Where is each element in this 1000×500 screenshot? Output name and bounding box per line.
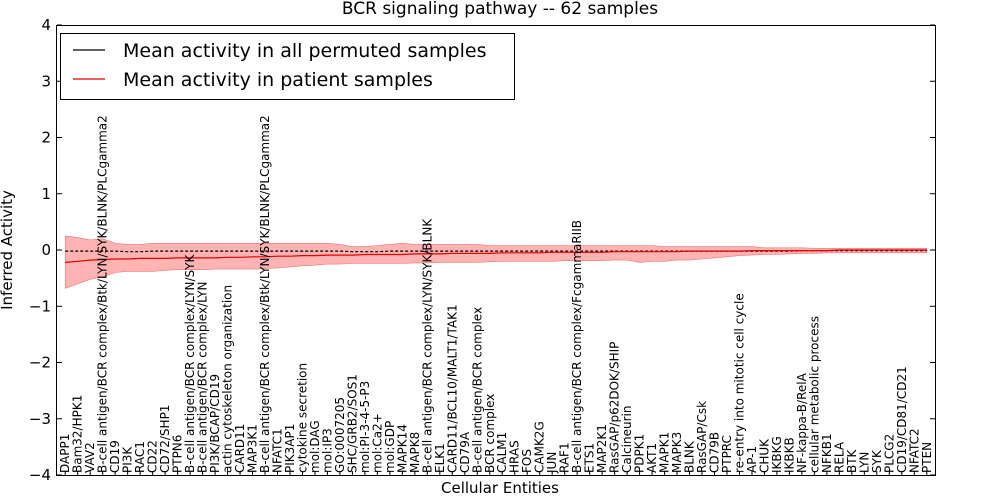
x-tick-label: actin cytoskeleton organization [221,285,235,473]
x-tick-label: cellular metabolic process [807,316,821,473]
x-tick-label: AP-1 [745,446,759,473]
x-tick-label: RasGAP/Csk [695,401,709,473]
x-tick-label: mol:Ca2+ [370,413,384,473]
x-tick-label: PTPRC [720,435,734,473]
series-line-permuted [65,250,927,253]
x-tick-label: CARD11 [233,424,247,473]
x-tick-label: B-cell antigen/BCR complex [470,307,484,473]
x-tick-label: B-cell antigen/BCR complex/LYN/SYK/BLNK [420,218,434,473]
x-tick-label: PI3K [121,446,135,473]
y-tick-label: −1 [29,297,51,315]
x-tick-label: SHC/GRB2/SOS1 [345,374,359,473]
x-tick-label: mol:PI-3-4-5-P3 [358,381,372,473]
y-tick-label: 2 [41,129,51,147]
x-tick-label: MAPK1 [658,432,672,473]
x-tick-label: ETS1 [583,443,597,473]
legend-label-permuted: Mean activity in all permuted samples [123,40,486,62]
x-tick-label: NFATC1 [271,428,285,473]
x-tick-label: GO:0007205 [333,397,347,473]
x-tick-label: CARD11/BCL10/MALT1/TAK1 [445,304,459,473]
y-tick-label: 1 [41,185,51,203]
x-tick-label: B-cell antigen/BCR complex/LYN/SYK [183,253,197,473]
x-tick-label: JUN [545,452,559,474]
x-tick-label: NFKB1 [820,433,834,473]
y-tick-label: 4 [41,16,51,34]
x-tick-label: AKT1 [645,443,659,473]
x-axis-label: Cellular Entities [441,479,559,497]
x-tick-label: CD19/CD81/CD21 [895,366,909,473]
x-tick-label: mol:GDP [383,421,397,473]
x-tick-label: FOS [520,449,534,473]
x-tick-label: PDPK1 [633,434,647,473]
legend-label-patient: Mean activity in patient samples [123,69,433,91]
x-tick-label: B-cell antigen/BCR complex/FcgammaRIIB [570,220,584,473]
y-tick-label: −4 [29,466,51,484]
x-tick-label: mol:DAG [308,420,322,473]
x-tick-label: HRAS [508,440,522,473]
x-tick-label: PTPN6 [171,435,185,473]
y-tick-label: −2 [29,354,51,372]
y-tick-label: −3 [29,410,51,428]
x-tick-label: B-cell antigen/BCR complex/Btk/LYN/SYK/B… [96,115,110,473]
x-tick-label: VAV2 [83,442,97,473]
x-tick-label: MAP2K1 [595,424,609,473]
legend: Mean activity in all permuted samples Me… [60,33,515,100]
x-tick-label: RAC1 [133,441,147,473]
x-tick-label: CD22 [146,440,160,473]
x-tick-label: PIK3AP1 [283,424,297,473]
x-tick-label: SYK [870,449,884,473]
x-tick-label: IKBKB [782,437,796,473]
x-tick-label: BTK [845,448,859,473]
plot-area-frame [56,25,936,476]
y-axis-label: Inferred Activity [0,190,16,310]
x-tick-label: BLNK [683,440,697,473]
series-line-patient [65,249,927,263]
x-tick-label: Bam32/HPK1 [71,395,85,473]
legend-frame [60,33,515,100]
x-tick-label: MAPK14 [395,424,409,473]
x-tick-label: RAF1 [558,442,572,473]
x-tick-label: IKBKG [770,436,784,473]
y-tick-label: 0 [41,241,51,259]
x-tick-label: RasGAP/p62DOK/SHIP [608,342,622,473]
x-tick-label: LYN [857,452,871,473]
x-tick-label: PTEN [920,442,934,473]
x-tick-label: NF-kappa-B/RelA [795,372,809,473]
x-tick-label: PLCG2 [882,434,896,473]
x-tick-label: CD79B [708,432,722,473]
x-tick-label: PI3K/BCAP/CD19 [208,374,222,473]
y-tick-label: 3 [41,72,51,90]
x-tick-label: ELK1 [433,443,447,473]
x-tick-label: CD72/SHP1 [158,405,172,473]
chart-title: BCR signaling pathway -- 62 samples [342,0,658,19]
x-tick-label: re-entry into mitotic cell cycle [733,293,747,473]
x-tick-label: mol:IP3 [320,428,334,473]
x-tick-label: MAPK8 [408,432,422,473]
x-tick-label: CHUK [757,438,771,473]
x-tick-label: CD79A [458,431,472,473]
x-tick-label: Calcineurin [620,406,634,473]
x-tick-label: BCR complex [483,394,497,473]
x-tick-label: NFATC2 [907,428,921,473]
x-tick-label: cytokine secretion [296,363,310,473]
x-tick-label: CD19 [108,440,122,473]
x-tick-label: B-cell antigen/BCR complex/LYN [196,281,210,473]
x-tick-label: MAPK3 [670,432,684,473]
x-tick-label: RELA [832,441,846,473]
x-tick-label: CALM1 [495,432,509,473]
x-tick-label: B-cell antigen/BCR complex/Btk/LYN/SYK/B… [258,115,272,473]
patient-band [64,235,928,289]
x-tick-label: MAP3K1 [246,424,260,473]
x-tick-label: CAMK2G [533,421,547,473]
x-tick-label: DAPP1 [58,434,72,473]
